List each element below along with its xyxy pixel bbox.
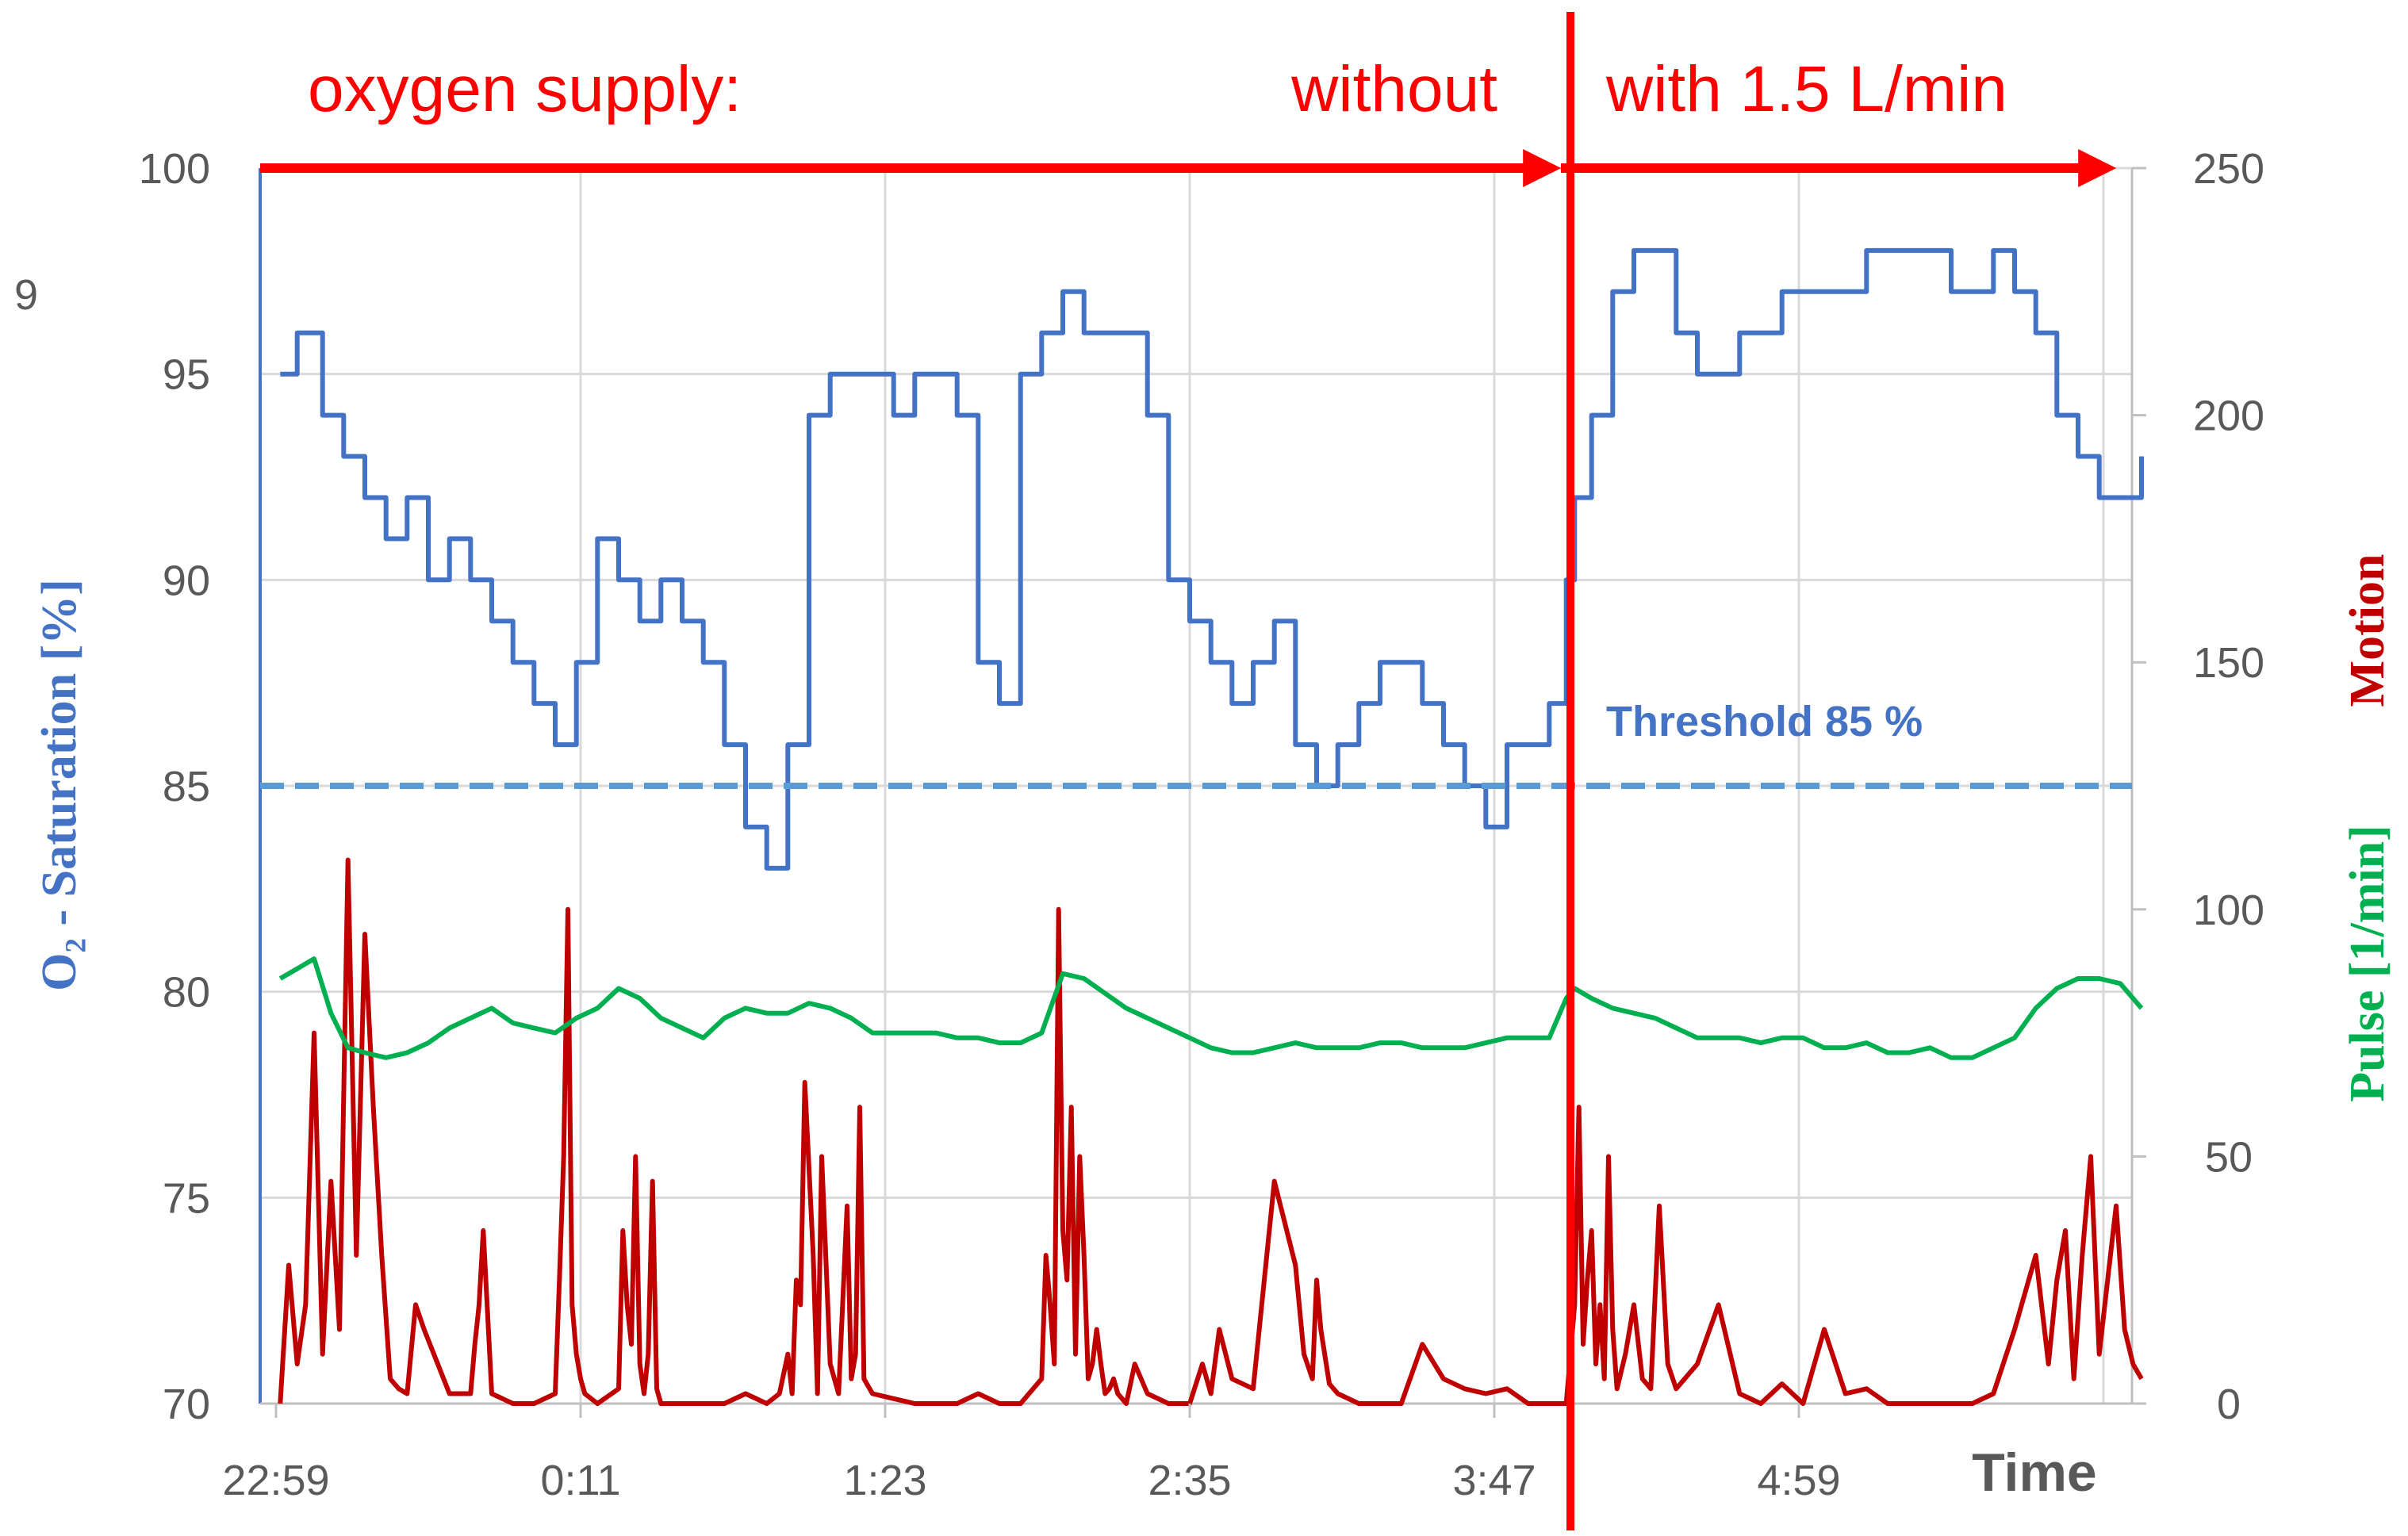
left-tick-label: 85: [163, 763, 210, 810]
right-tick-label: 250: [2193, 145, 2264, 193]
left-tick-label: 90: [163, 557, 210, 604]
series-layer: [278, 247, 2144, 1406]
with-label: with 1.5 L/min: [1605, 53, 2007, 125]
right-axis-ticks: 250 200 150 100 50 0: [2132, 145, 2264, 1428]
right-axis-title-pulse: Pulse [1/min]: [2341, 825, 2395, 1102]
x-tick-label: 22:59: [222, 1457, 329, 1504]
x-tick-label: 2:35: [1148, 1457, 1231, 1504]
left-tick-label: 80: [163, 969, 210, 1017]
x-tick-label: 3:47: [1452, 1457, 1536, 1504]
right-axis-title-motion: Motion: [2341, 554, 2395, 707]
left-axis-title: O₂ - Saturation [%]: [33, 579, 86, 991]
x-axis-ticks: 22:59 0:11 1:23 2:35 3:47 4:59: [222, 1404, 1841, 1504]
x-tick-label: 0:11: [540, 1457, 620, 1504]
left-axis-ticks: 100 95 90 85 80 75 70: [139, 145, 210, 1428]
series-line-o-saturation: [280, 247, 2144, 871]
right-tick-label: 200: [2193, 393, 2264, 440]
left-tick-label: 70: [163, 1381, 210, 1428]
right-tick-label: 50: [2205, 1133, 2253, 1181]
left-tick-label: 100: [139, 145, 210, 193]
series-line-motion: [278, 857, 2144, 1406]
series-line-pulse-1-min: [278, 956, 2144, 1060]
right-tick-label: 150: [2193, 639, 2264, 687]
threshold-label: Threshold 85 %: [1606, 698, 1923, 745]
x-axis-title: Time: [1972, 1442, 2096, 1503]
left-tick-label: 95: [163, 351, 210, 399]
without-label: without: [1290, 53, 1497, 125]
x-tick-label: 4:59: [1757, 1457, 1840, 1504]
x-tick-label: 1:23: [843, 1457, 926, 1504]
right-tick-label: 0: [2217, 1381, 2241, 1428]
right-tick-label: 100: [2193, 887, 2264, 934]
left-tick-label: 75: [163, 1174, 210, 1222]
oxygen-supply-label: oxygen supply:: [308, 53, 742, 125]
stray-label: 9: [14, 271, 38, 319]
